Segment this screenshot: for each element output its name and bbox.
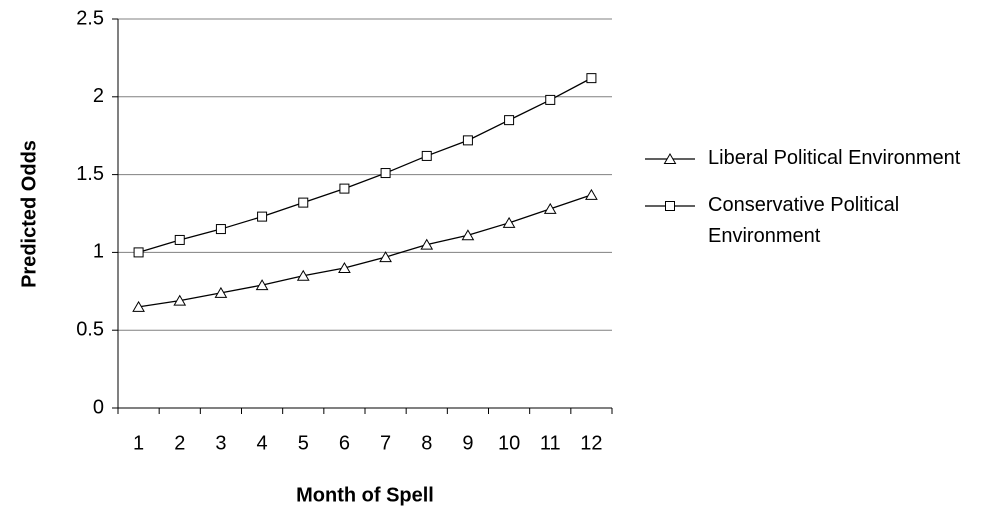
marker — [545, 94, 556, 105]
marker — [461, 229, 475, 241]
legend-label: Liberal Political Environment — [708, 147, 961, 169]
marker — [665, 201, 675, 211]
x-axis-title: Month of Spell — [296, 484, 434, 506]
x-tick-label: 11 — [540, 432, 561, 454]
x-tick-label: 10 — [498, 432, 520, 454]
marker — [421, 150, 432, 161]
y-tick-label: 2.5 — [76, 7, 104, 29]
marker — [132, 300, 145, 312]
x-tick-label: 12 — [580, 432, 602, 454]
legend-icon — [645, 201, 695, 211]
legend-label: Conservative Political Environment — [708, 194, 900, 247]
marker — [215, 224, 226, 235]
marker — [338, 261, 351, 273]
y-tick-label: 2 — [93, 85, 104, 107]
y-axis-title: Predicted Odds — [18, 140, 40, 288]
x-tick-label: 2 — [174, 432, 185, 454]
x-tick-label: 7 — [380, 432, 391, 454]
marker — [420, 238, 434, 250]
series-line — [138, 77, 592, 254]
marker — [462, 135, 473, 146]
x-tick-label: 6 — [339, 432, 350, 454]
marker — [173, 294, 187, 306]
legend: Liberal Political Environment Conservativ… — [645, 143, 978, 268]
legend-entry: Conservative Political Environment — [645, 190, 978, 252]
marker — [257, 211, 268, 222]
marker — [298, 197, 309, 208]
legend-entry: Liberal Political Environment — [645, 143, 978, 174]
marker — [543, 202, 557, 214]
marker — [380, 168, 391, 179]
series-line — [138, 194, 592, 308]
x-tick-label: 5 — [298, 432, 309, 454]
marker — [339, 183, 350, 194]
x-tick-label: 9 — [462, 432, 473, 454]
marker — [133, 247, 144, 258]
x-tick-label: 8 — [421, 432, 432, 454]
y-tick-label: 0 — [93, 396, 104, 418]
marker — [255, 279, 269, 291]
x-tick-label: 4 — [257, 432, 268, 454]
y-tick-label: 1.5 — [76, 163, 104, 185]
y-tick-label: 0.5 — [76, 318, 104, 340]
x-tick-label: 3 — [215, 432, 226, 454]
legend-icon — [645, 153, 695, 164]
marker — [586, 73, 597, 84]
x-tick-label: 1 — [133, 432, 144, 454]
marker — [504, 115, 515, 126]
y-tick-label: 1 — [93, 241, 104, 263]
marker — [296, 269, 310, 281]
marker — [585, 188, 598, 200]
marker — [502, 216, 516, 228]
marker — [379, 251, 392, 263]
marker — [214, 286, 228, 298]
marker — [663, 153, 677, 164]
marker — [174, 234, 185, 245]
